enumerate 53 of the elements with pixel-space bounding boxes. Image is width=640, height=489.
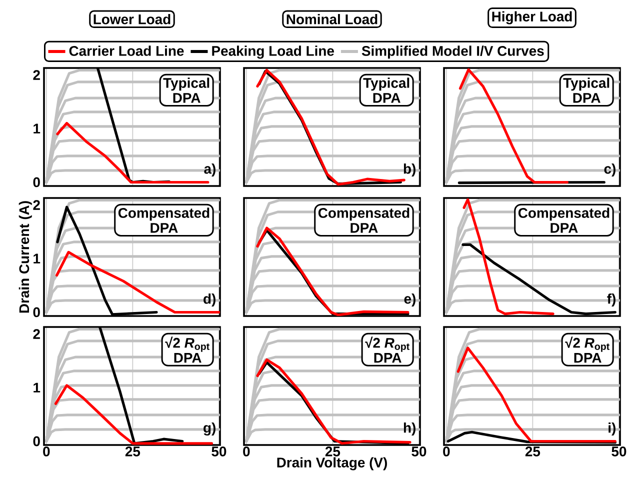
annotation: c) (604, 164, 616, 177)
y-tick-label: 1 (34, 254, 40, 264)
annotation: DPA (374, 353, 402, 363)
annotation: DPA (373, 93, 400, 103)
annotation: b) (404, 164, 416, 177)
annotation: e) (404, 294, 416, 307)
y-tick-label: 1 (34, 382, 40, 392)
annotation: DPA (173, 93, 200, 103)
legend-label: Peaking Load Line (212, 46, 334, 59)
annotation: Typical (363, 78, 410, 91)
annotation: √2 R$_{opt}$ (565, 336, 610, 352)
y-axis-title: Drain Current (A) (18, 201, 32, 313)
annotation: Compensated (318, 208, 410, 221)
annotation: DPA (550, 223, 578, 233)
annotation: Typical (563, 78, 610, 91)
annotation: DPA (150, 223, 178, 233)
x-tick-label: 50 (412, 446, 426, 456)
legend-label: Simplified Model I/V Curves (362, 46, 544, 59)
y-tick-label: 0 (33, 177, 40, 188)
annotation: Compensated (118, 208, 210, 221)
y-tick-label: 0 (33, 307, 40, 318)
x-axis-title: Drain Voltage (V) (277, 457, 387, 470)
annotation: d) (204, 294, 216, 307)
annotation: DPA (350, 223, 378, 233)
annotation: i) (608, 422, 616, 436)
x-tick-label: 0 (243, 446, 250, 456)
chart-title: Higher Load (492, 11, 572, 24)
x-tick-label: 25 (325, 446, 340, 456)
annotation: g) (204, 422, 216, 436)
annotation: Typical (163, 78, 210, 91)
y-tick-label: 2 (33, 329, 40, 339)
x-tick-label: 50 (612, 446, 626, 456)
annotation: DPA (174, 353, 202, 363)
annotation: h) (404, 422, 416, 436)
y-tick-label: 2 (33, 70, 40, 80)
y-tick-label: 1 (34, 124, 40, 134)
annotation: √2 R$_{opt}$ (165, 336, 210, 352)
annotation: DPA (573, 93, 600, 103)
annotation: a) (204, 164, 216, 177)
x-tick-label: 50 (212, 446, 226, 456)
annotation: √2 R$_{opt}$ (365, 336, 410, 352)
x-tick-label: 25 (125, 446, 140, 456)
annotation: DPA (574, 353, 602, 363)
x-tick-label: 0 (43, 446, 50, 456)
y-tick-label: 0 (33, 436, 40, 446)
chart-title: Lower Load (94, 14, 170, 24)
annotation: f) (607, 294, 616, 307)
x-tick-label: 0 (443, 446, 450, 456)
legend-label: Carrier Load Line (69, 46, 184, 56)
annotation: Compensated (518, 208, 610, 221)
x-tick-label: 25 (525, 446, 540, 456)
chart-title: Nominal Load (286, 14, 378, 24)
y-tick-label: 2 (33, 200, 40, 210)
